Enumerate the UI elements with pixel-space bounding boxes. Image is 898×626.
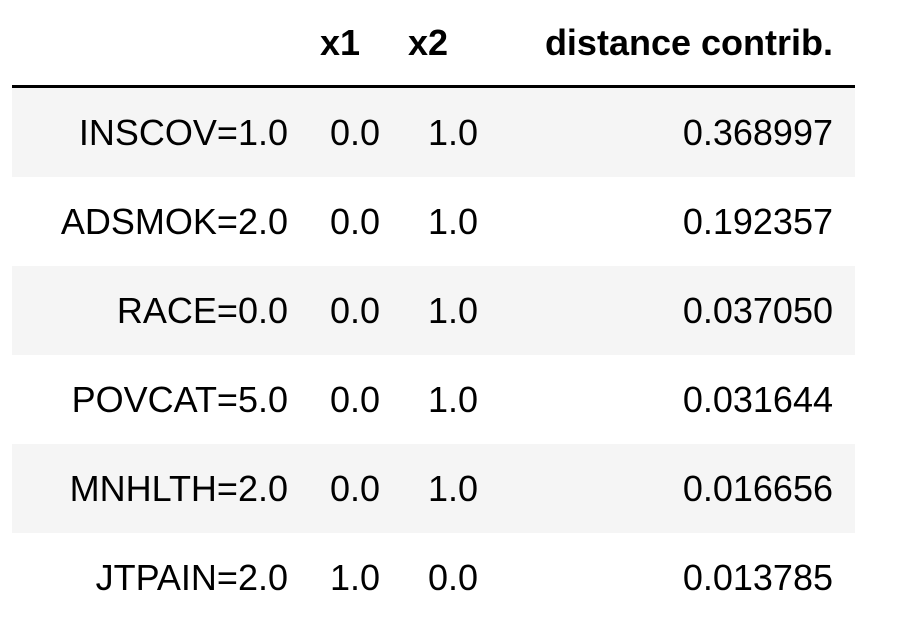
cell-distance-contrib: 0.037050	[474, 266, 855, 355]
cell-x2: 1.0	[382, 266, 478, 355]
table-header: x1 x2 distance contrib.	[12, 0, 855, 88]
row-label: ADSMOK=2.0	[60, 200, 288, 242]
table-row: MNHLTH=2.0 0.0 1.0 0.016656	[12, 444, 855, 533]
cell-x1: 0.0	[292, 444, 382, 533]
cell-x2: 1.0	[428, 378, 479, 420]
dataframe-container: x1 x2 distance contrib. INSCOV=1.0 0.0 1…	[12, 0, 855, 622]
row-label: POVCAT=5.0	[71, 378, 288, 420]
index-column-header	[12, 0, 292, 88]
cell-distance-contrib: 0.013785	[682, 556, 833, 598]
row-label: INSCOV=1.0	[12, 86, 292, 177]
row-label: RACE=0.0	[12, 266, 292, 355]
cell-distance-contrib: 0.368997	[474, 86, 855, 177]
distance-contribution-table: x1 x2 distance contrib. INSCOV=1.0 0.0 1…	[12, 0, 855, 622]
row-label: MNHLTH=2.0	[12, 444, 292, 533]
cell-x1: 0.0	[329, 200, 380, 242]
cell-distance-contrib: 0.016656	[474, 444, 855, 533]
table-row: ADSMOK=2.0 0.0 1.0 0.192357	[12, 177, 855, 266]
table-row: JTPAIN=2.0 1.0 0.0 0.013785	[12, 533, 855, 622]
cell-x2: 1.0	[428, 200, 479, 242]
cell-x2: 1.0	[382, 444, 478, 533]
column-header-x1: x1	[292, 0, 382, 88]
table-row: RACE=0.0 0.0 1.0 0.037050	[12, 266, 855, 355]
table-row: POVCAT=5.0 0.0 1.0 0.031644	[12, 355, 855, 444]
cell-x2: 1.0	[382, 86, 478, 177]
table-body: INSCOV=1.0 0.0 1.0 0.368997 ADSMOK=2.0 0…	[12, 86, 855, 623]
cell-x1: 0.0	[329, 378, 380, 420]
cell-x1: 1.0	[329, 556, 380, 598]
column-header-distance-contrib: distance contrib.	[474, 0, 855, 88]
column-header-x2: x2	[382, 0, 474, 88]
table-row: INSCOV=1.0 0.0 1.0 0.368997	[12, 86, 855, 177]
header-row: x1 x2 distance contrib.	[12, 0, 855, 88]
cell-x1: 0.0	[292, 86, 382, 177]
cell-x1: 0.0	[292, 266, 382, 355]
cell-distance-contrib: 0.192357	[682, 200, 833, 242]
row-label: JTPAIN=2.0	[95, 556, 288, 598]
cell-x2: 0.0	[428, 556, 479, 598]
cell-distance-contrib: 0.031644	[682, 378, 833, 420]
